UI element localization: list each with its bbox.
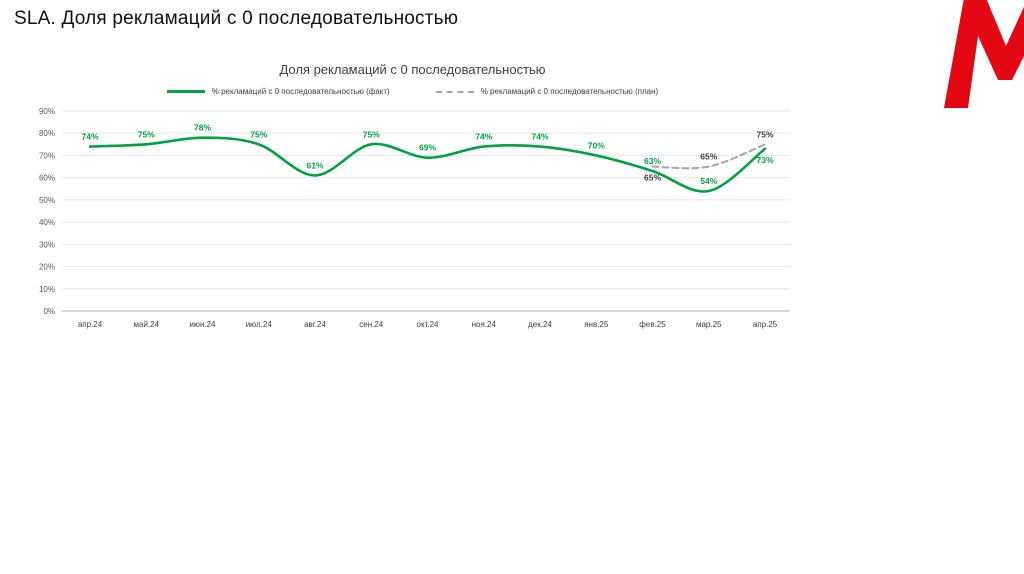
- legend-label-fact: % рекламаций с 0 последовательностью (фа…: [211, 87, 390, 96]
- x-tick-label: апр.24: [78, 320, 103, 329]
- y-tick-label: 0%: [43, 307, 55, 316]
- y-tick-label: 40%: [39, 218, 55, 227]
- data-label: 65%: [700, 152, 717, 162]
- data-label: 75%: [250, 129, 267, 139]
- y-tick-label: 80%: [39, 129, 55, 138]
- data-label: 74%: [81, 132, 98, 142]
- x-tick-label: июн.24: [189, 320, 216, 329]
- data-label: 65%: [644, 173, 661, 183]
- x-tick-label: апр.25: [753, 320, 778, 329]
- magnit-m-logo: [944, 0, 1024, 110]
- x-tick-label: мар.25: [696, 320, 722, 329]
- data-label: 78%: [194, 123, 211, 133]
- data-label: 75%: [756, 129, 773, 139]
- data-label: 74%: [475, 132, 492, 142]
- x-tick-label: авг.24: [304, 320, 326, 329]
- data-label: 75%: [138, 129, 155, 139]
- series-line-1: [651, 143, 766, 170]
- data-label: 75%: [363, 129, 380, 139]
- data-label: 63%: [644, 156, 661, 166]
- x-tick-label: окт.24: [417, 320, 439, 329]
- y-tick-label: 50%: [39, 196, 55, 205]
- plan-line-sample-icon: [435, 90, 474, 93]
- data-label: 70%: [588, 140, 605, 150]
- data-label: 69%: [419, 143, 436, 153]
- y-tick-label: 30%: [39, 240, 55, 249]
- y-tick-label: 90%: [39, 107, 55, 116]
- x-tick-label: июл.24: [246, 320, 273, 329]
- chart: Доля рекламаций с 0 последовательностью …: [25, 62, 800, 355]
- y-tick-label: 60%: [39, 174, 55, 183]
- x-tick-label: дек.24: [528, 320, 552, 329]
- magnit-m-icon: [944, 0, 1024, 108]
- x-tick-label: ноя.24: [472, 320, 497, 329]
- chart-plot: 0% 10% 20% 30% 40% 50% 60% 70% 80% 90% апр.24 май.2…: [39, 107, 790, 329]
- legend-label-plan: % рекламаций с 0 последовательностью (пл…: [480, 87, 659, 96]
- fact-line-sample-icon: [166, 90, 205, 93]
- chart-title: Доля рекламаций с 0 последовательностью: [279, 62, 546, 77]
- legend-item-fact: % рекламаций с 0 последовательностью (фа…: [166, 87, 390, 96]
- y-tick-label: 20%: [39, 263, 55, 272]
- x-tick-label: май.24: [133, 320, 159, 329]
- series-line-0: [88, 136, 767, 193]
- x-tick-label: сен.24: [359, 320, 384, 329]
- chart-legend: % рекламаций с 0 последовательностью (фа…: [25, 87, 800, 96]
- x-tick-label: фев.25: [639, 320, 666, 329]
- data-label: 61%: [306, 160, 323, 170]
- x-tick-label: янв.25: [584, 320, 609, 329]
- data-label: 74%: [531, 132, 548, 142]
- data-label: 73%: [756, 155, 773, 165]
- y-tick-label: 70%: [39, 151, 55, 160]
- data-label: 54%: [700, 176, 717, 186]
- y-tick-label: 10%: [39, 285, 55, 294]
- page-title: SLA. Доля рекламаций с 0 последовательно…: [14, 8, 459, 29]
- legend-item-plan: % рекламаций с 0 последовательностью (пл…: [435, 87, 659, 96]
